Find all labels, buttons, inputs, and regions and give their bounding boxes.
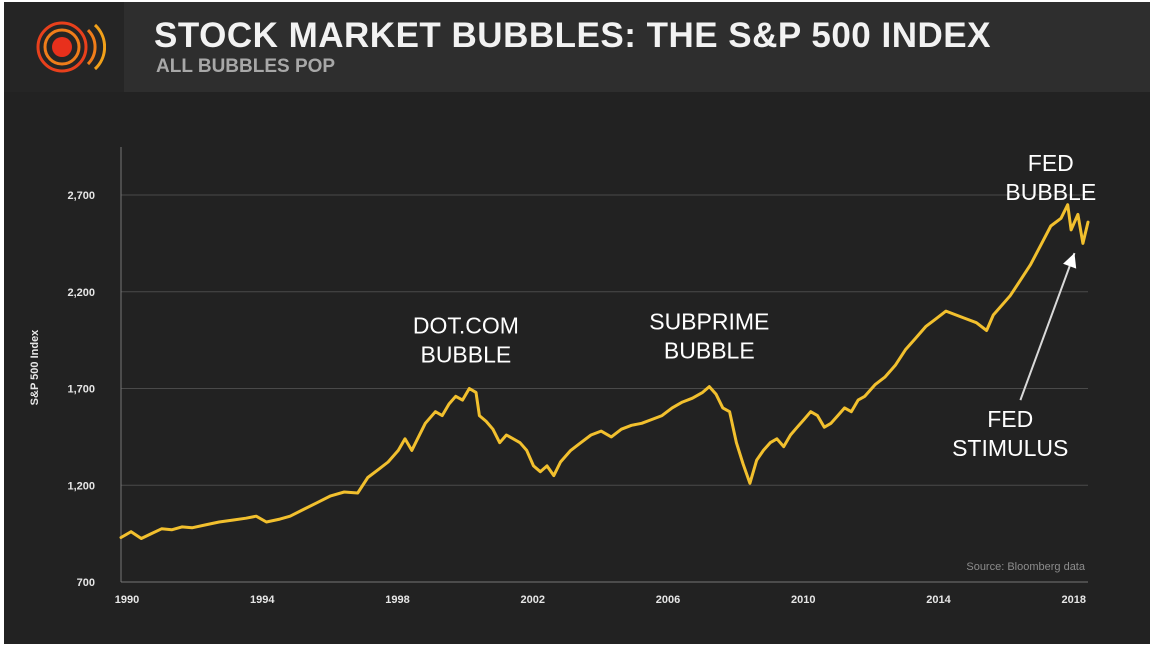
arrow-head [1063, 253, 1077, 269]
series-layer [119, 203, 1090, 540]
logo [4, 2, 124, 92]
y-axis-label: S&P 500 Index [29, 329, 41, 405]
annotation-label: BUBBLE [664, 338, 755, 364]
page-title: STOCK MARKET BUBBLES: THE S&P 500 INDEX [154, 16, 991, 55]
y-tick-label: 1,200 [67, 480, 95, 492]
y-tick-labels: 700 1,200 1,700 2,200 2,700 [67, 190, 95, 589]
annotation-label: DOT.COM [413, 312, 519, 338]
y-tick-label: 2,200 [67, 287, 95, 299]
x-tick-label: 1990 [115, 594, 139, 606]
arrow-line [1019, 252, 1076, 401]
broadcast-signal-icon [36, 21, 106, 73]
x-tick-label: 2014 [926, 594, 951, 606]
header-bar: STOCK MARKET BUBBLES: THE S&P 500 INDEX … [4, 2, 1150, 92]
y-tick-label: 700 [77, 577, 95, 589]
page-subtitle: ALL BUBBLES POP [156, 56, 336, 77]
annotation-label: SUBPRIME [649, 309, 769, 335]
y-tick-label: 1,700 [67, 384, 95, 396]
chart-frame: STOCK MARKET BUBBLES: THE S&P 500 INDEX … [4, 2, 1150, 644]
arrow-layer [1019, 252, 1077, 401]
series-line [119, 203, 1090, 540]
x-tick-labels: 1990 1994 1998 2002 2006 2010 2014 2018 [115, 594, 1086, 606]
annotation-label: BUBBLE [1005, 179, 1096, 205]
annotation-label: FED [1028, 150, 1074, 176]
line-chart: 700 1,200 1,700 2,200 2,700 1990 1994 1998 2002… [29, 147, 1096, 606]
annotation-label: STIMULUS [952, 435, 1068, 461]
y-tick-label: 2,700 [67, 190, 95, 202]
x-tick-label: 2002 [520, 594, 544, 606]
x-tick-label: 2010 [791, 594, 815, 606]
x-tick-label: 1998 [385, 594, 409, 606]
x-tick-label: 2006 [656, 594, 680, 606]
source-note: Source: Bloomberg data [966, 561, 1086, 573]
grid-lines [121, 194, 1088, 486]
x-tick-label: 2018 [1061, 594, 1085, 606]
annotations: DOT.COM BUBBLE SUBPRIME BUBBLE FED BUBBLE FED S… [413, 150, 1096, 461]
annotation-label: FED [987, 406, 1033, 432]
annotation-label: BUBBLE [420, 341, 511, 367]
x-tick-label: 1994 [250, 594, 275, 606]
